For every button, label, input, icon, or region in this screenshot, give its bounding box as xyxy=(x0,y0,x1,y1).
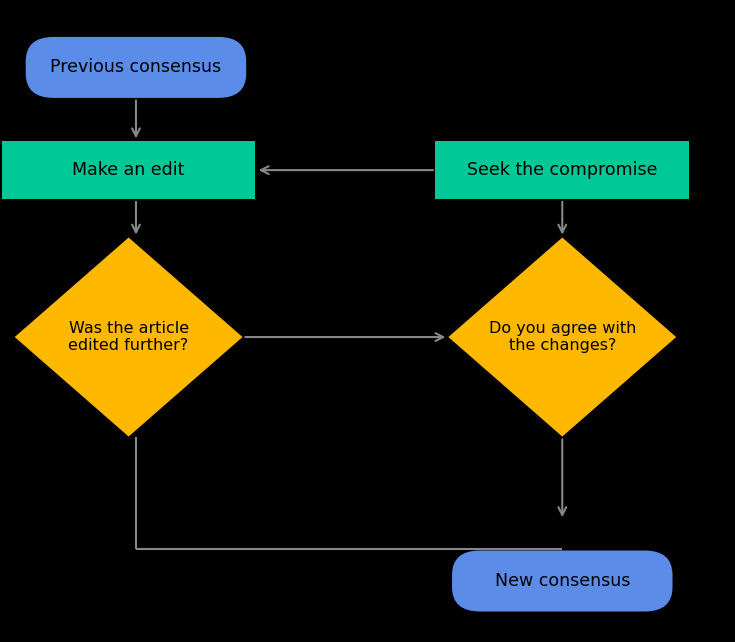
Text: New consensus: New consensus xyxy=(495,572,630,590)
Text: Seek the compromise: Seek the compromise xyxy=(467,161,658,179)
FancyBboxPatch shape xyxy=(452,550,673,611)
Text: Was the article
edited further?: Was the article edited further? xyxy=(68,321,189,353)
Text: Make an edit: Make an edit xyxy=(73,161,184,179)
Text: Previous consensus: Previous consensus xyxy=(51,58,221,76)
Polygon shape xyxy=(15,238,243,437)
Bar xyxy=(2,141,256,199)
Polygon shape xyxy=(448,238,676,437)
Text: Do you agree with
the changes?: Do you agree with the changes? xyxy=(489,321,636,353)
Bar xyxy=(435,141,689,199)
FancyBboxPatch shape xyxy=(26,37,246,98)
